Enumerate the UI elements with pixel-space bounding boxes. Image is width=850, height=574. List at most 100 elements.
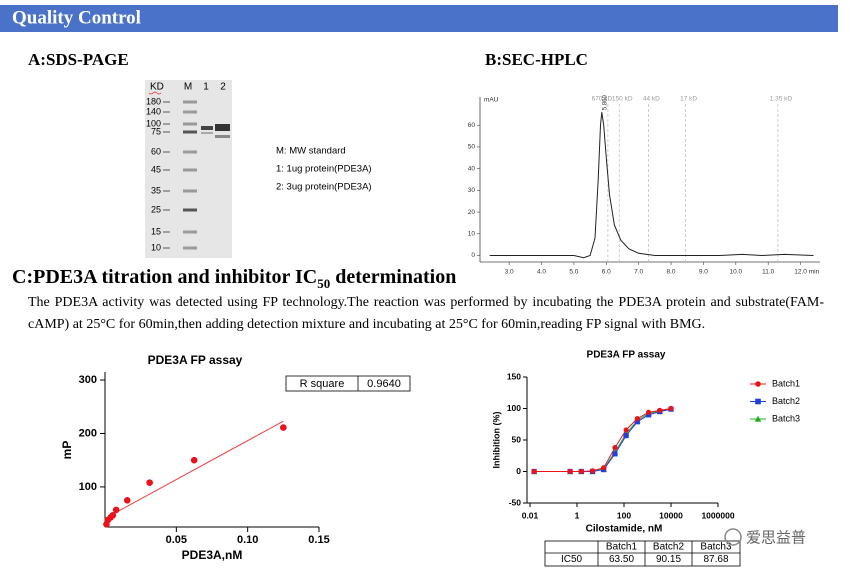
x-tick-label: 10000 (659, 510, 683, 520)
y-axis-label: mP (60, 441, 74, 460)
x-axis-label: Cilostamide, nM (586, 524, 663, 535)
gel-legend: M: MW standard (276, 146, 346, 157)
series-line (534, 408, 672, 472)
point (645, 409, 652, 415)
point (146, 479, 153, 486)
legend-marker (754, 415, 762, 422)
x-tick-label: 0.10 (237, 534, 258, 546)
y-tick-label: 0 (471, 252, 475, 259)
point (123, 496, 131, 504)
y-tick-label: 300 (79, 374, 97, 386)
series-line (534, 408, 672, 472)
x-tick-label: 5.0 (569, 269, 578, 276)
marker-label: 10 (151, 242, 161, 252)
y-tick-label: 20 (468, 209, 476, 216)
legend-marker (755, 381, 761, 387)
x-tick-label: 4.0 (537, 269, 546, 276)
band (215, 135, 230, 138)
ladder-band (183, 130, 197, 134)
x-axis-label: PDE3A,nM (182, 548, 243, 562)
point (601, 465, 607, 471)
y-tick-label: 0 (516, 466, 521, 476)
peak-label: 5.860 (602, 95, 608, 111)
title-part: C:PDE3A titration and inhibitor IC (12, 266, 318, 288)
watermark-icon (724, 528, 742, 546)
marker-label: 35 (151, 185, 161, 195)
description: The PDE3A activity was detected using FP… (28, 295, 824, 332)
marker-label: 180 (146, 96, 161, 106)
band (201, 132, 213, 134)
legend-label: Batch2 (772, 396, 800, 406)
title-subscript: 50 (317, 276, 331, 291)
ladder-band (183, 208, 197, 212)
table-value: 63.50 (609, 554, 634, 565)
marker-label: 25 (151, 204, 161, 214)
header-bar (0, 5, 838, 32)
x-tick-label: 1000000 (701, 510, 734, 520)
table-header: Batch1 (606, 542, 638, 553)
point (634, 415, 640, 422)
r-square-box (285, 375, 411, 392)
ladder-band (183, 230, 197, 234)
marker-label: 1.35 kD (770, 96, 793, 103)
band (215, 124, 230, 131)
header-title: Quality Control (12, 7, 141, 28)
marker-label: 140 (146, 106, 161, 116)
table-header: Batch2 (653, 542, 685, 553)
watermark: 爱思益普 (746, 529, 806, 547)
ladder-band (183, 122, 197, 126)
marker-label: 45 (151, 164, 161, 174)
gel-legend: 2: 3ug protein(PDE3A) (276, 182, 372, 193)
point (280, 424, 287, 431)
section-c-title: C:PDE3A titration and inhibitor IC50 det… (12, 266, 456, 292)
point (589, 468, 596, 474)
x-tick-label: 3.0 (505, 269, 514, 276)
point (112, 506, 120, 514)
lane-label: M (184, 82, 192, 93)
x-tick-label: 9.0 (699, 269, 708, 276)
point (668, 405, 674, 412)
x-tick-label: 0.15 (308, 534, 329, 546)
lane-label: 2 (220, 82, 226, 93)
y-tick-label: 40 (468, 165, 476, 172)
point (612, 444, 618, 451)
y-tick-label: 10 (468, 230, 476, 237)
legend-label: Batch3 (772, 413, 800, 423)
marker-label: 670 kD (592, 96, 613, 103)
point (578, 468, 584, 475)
gel-legend: 1: 1ug protein(PDE3A) (276, 164, 372, 175)
ladder-band (183, 246, 197, 250)
x-tick-label: 6.0 (602, 269, 611, 276)
table-value: 90.15 (656, 554, 681, 565)
chart-title: PDE3A FP assay (148, 353, 243, 367)
y-tick-label: 50 (468, 144, 476, 151)
ladder-band (183, 168, 197, 172)
y-tick-label: -50 (509, 497, 522, 507)
x-tick-label: 10.0 (729, 269, 742, 276)
section-a-title: A:SDS-PAGE (28, 50, 129, 69)
x-tick-label: 0.01 (522, 510, 539, 520)
point (109, 511, 117, 519)
table-row-label: IC50 (561, 554, 583, 565)
point (612, 451, 618, 457)
band (201, 126, 213, 130)
ladder-band (183, 189, 197, 193)
spell-underline (148, 91, 162, 95)
ladder-band (183, 150, 197, 154)
point (623, 427, 629, 433)
point (567, 468, 573, 475)
marker-label: 60 (151, 146, 161, 156)
x-tick-label: 7.0 (634, 269, 643, 276)
y-tick-label: 60 (468, 122, 476, 129)
gel-unit: KD (150, 82, 164, 93)
point (634, 419, 640, 425)
y-axis-label: Inhibition (%) (491, 412, 501, 469)
y-tick-label: 100 (79, 481, 97, 493)
y-unit: mAU (484, 97, 499, 104)
table-value: 87.68 (703, 554, 728, 565)
x-tick-label: 12.0 (794, 269, 807, 276)
y-tick-label: 30 (468, 187, 476, 194)
legend-marker (755, 398, 761, 405)
